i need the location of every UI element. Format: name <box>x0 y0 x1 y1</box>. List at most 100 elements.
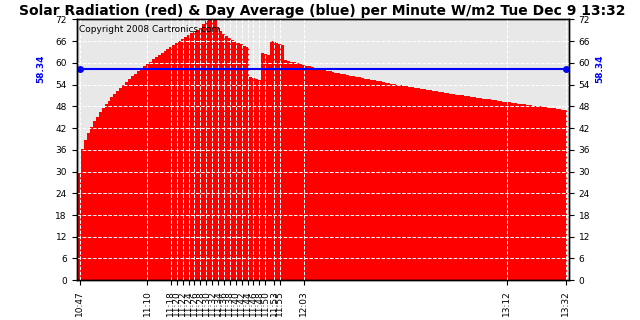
Bar <box>552 108 556 280</box>
Bar <box>231 40 234 280</box>
Bar <box>482 99 484 280</box>
Bar <box>96 116 99 280</box>
Bar <box>267 55 269 280</box>
Bar <box>447 93 449 280</box>
Bar <box>225 36 228 280</box>
Bar <box>155 57 157 280</box>
Bar <box>140 69 143 280</box>
Bar <box>81 149 84 280</box>
Bar <box>506 102 508 280</box>
Bar <box>332 72 335 280</box>
Bar <box>403 86 405 280</box>
Bar <box>125 82 128 280</box>
Bar <box>464 96 467 280</box>
Bar <box>455 94 458 280</box>
Bar <box>181 39 184 280</box>
Bar <box>134 74 137 280</box>
Bar <box>502 101 506 280</box>
Bar <box>220 31 223 280</box>
Bar <box>131 76 134 280</box>
Bar <box>508 102 511 280</box>
Bar <box>440 92 444 280</box>
Bar <box>102 108 104 280</box>
Bar <box>255 79 258 280</box>
Bar <box>444 93 447 280</box>
Bar <box>278 44 282 280</box>
Bar <box>269 41 273 280</box>
Bar <box>208 18 211 280</box>
Text: 58.34: 58.34 <box>595 55 604 83</box>
Bar <box>559 109 561 280</box>
Bar <box>113 94 116 280</box>
Bar <box>358 77 361 280</box>
Bar <box>484 99 488 280</box>
Bar <box>372 80 376 280</box>
Bar <box>399 85 403 280</box>
Bar <box>161 53 164 280</box>
Bar <box>299 64 302 280</box>
Bar <box>164 51 166 280</box>
Bar <box>385 83 388 280</box>
Bar <box>273 42 276 280</box>
Bar <box>370 80 372 280</box>
Bar <box>308 66 311 280</box>
Bar <box>143 66 146 280</box>
Bar <box>314 68 317 280</box>
Bar <box>337 73 340 280</box>
Bar <box>461 95 464 280</box>
Bar <box>323 70 326 280</box>
Bar <box>104 104 108 280</box>
Bar <box>473 97 476 280</box>
Bar <box>146 64 148 280</box>
Bar <box>544 107 547 280</box>
Bar <box>282 45 284 280</box>
Bar <box>87 133 90 280</box>
Bar <box>408 87 411 280</box>
Bar <box>202 24 205 280</box>
Bar <box>184 37 187 280</box>
Bar <box>488 100 491 280</box>
Bar <box>535 106 538 280</box>
Bar <box>302 65 305 280</box>
Bar <box>187 35 190 280</box>
Bar <box>78 172 81 280</box>
Bar <box>364 79 367 280</box>
Bar <box>228 38 231 280</box>
Bar <box>93 121 96 280</box>
Bar <box>435 91 438 280</box>
Bar <box>116 91 119 280</box>
Bar <box>335 73 337 280</box>
Bar <box>476 98 479 280</box>
Bar <box>458 95 461 280</box>
Bar <box>388 83 390 280</box>
Bar <box>376 81 379 280</box>
Bar <box>240 44 243 280</box>
Bar <box>157 55 161 280</box>
Bar <box>199 28 202 280</box>
Bar <box>296 63 299 280</box>
Bar <box>561 109 564 280</box>
Bar <box>258 81 260 280</box>
Bar <box>497 101 499 280</box>
Bar <box>291 62 293 280</box>
Bar <box>137 71 140 280</box>
Bar <box>108 100 111 280</box>
Bar <box>529 105 532 280</box>
Bar <box>517 104 520 280</box>
Bar <box>417 88 420 280</box>
Bar <box>547 108 550 280</box>
Bar <box>287 61 291 280</box>
Bar <box>432 91 435 280</box>
Bar <box>111 97 113 280</box>
Bar <box>234 41 237 280</box>
Bar <box>214 14 216 280</box>
Bar <box>170 47 172 280</box>
Bar <box>223 34 225 280</box>
Bar <box>396 85 399 280</box>
Bar <box>260 52 264 280</box>
Bar <box>479 98 482 280</box>
Bar <box>216 28 220 280</box>
Bar <box>196 30 199 280</box>
Bar <box>340 74 343 280</box>
Bar <box>361 78 364 280</box>
